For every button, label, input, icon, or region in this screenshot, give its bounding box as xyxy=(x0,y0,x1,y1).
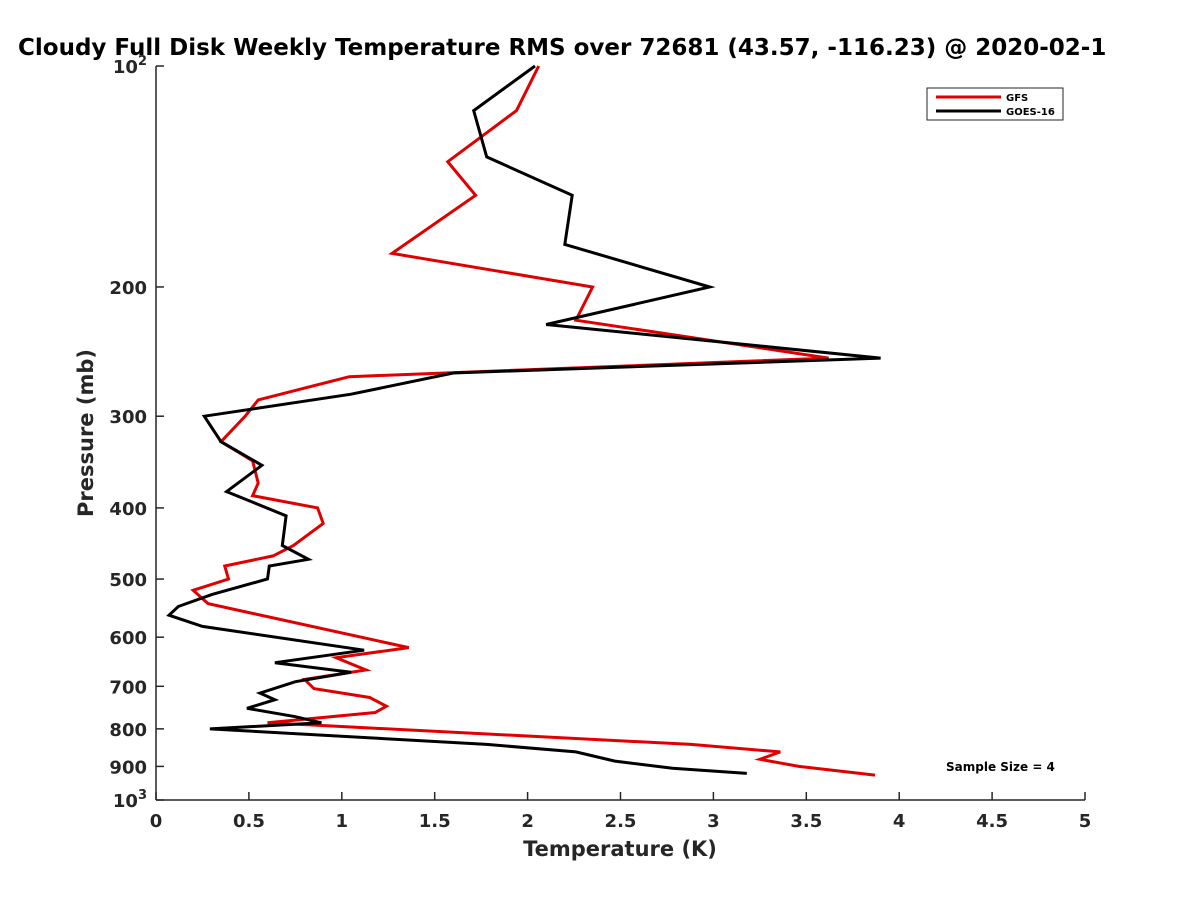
y-tick-label: 500 xyxy=(109,570,147,591)
chart-title: Cloudy Full Disk Weekly Temperature RMS … xyxy=(18,35,1106,61)
y-tick-label: 200 xyxy=(109,278,147,299)
series-line-gfs xyxy=(190,65,876,777)
y-tick-label: 400 xyxy=(109,499,147,520)
legend: GFS GOES-16 xyxy=(926,87,1064,121)
plot-area xyxy=(155,66,1085,801)
y-tick-exponent: 3 xyxy=(138,788,147,803)
y-tick-base: 10 xyxy=(113,57,138,78)
y-tick-label: 103 xyxy=(113,788,147,812)
y-tick-label: 900 xyxy=(109,757,147,778)
x-tick-label: 0.5 xyxy=(233,811,265,832)
y-tick-label: 102 xyxy=(113,54,147,78)
legend-label-goes-16: GOES-16 xyxy=(1006,107,1055,118)
y-tick-label: 800 xyxy=(109,720,147,741)
x-tick-label: 2.5 xyxy=(605,811,637,832)
y-axis-label: Pressure (mb) xyxy=(74,349,98,517)
y-tick-base: 10 xyxy=(113,791,138,812)
series-layer xyxy=(166,64,881,777)
x-tick-label: 3.5 xyxy=(790,811,822,832)
x-tick-label: 2 xyxy=(521,811,534,832)
x-axis-ticks: 0 0.5 1 1.5 2 2.5 3 3.5 4 4.5 5 xyxy=(150,792,1092,832)
x-tick-label: 0 xyxy=(150,811,163,832)
y-tick-label: 700 xyxy=(109,677,147,698)
y-tick-label: 300 xyxy=(109,407,147,428)
x-tick-label: 5 xyxy=(1079,811,1092,832)
y-tick-exponent: 2 xyxy=(138,54,147,69)
x-tick-label: 3 xyxy=(707,811,720,832)
y-tick-label: 600 xyxy=(109,628,147,649)
legend-box xyxy=(926,87,1064,121)
series-line-goes-16 xyxy=(166,64,881,775)
x-tick-label: 1 xyxy=(336,811,349,832)
x-axis-label: Temperature (K) xyxy=(523,837,717,861)
x-tick-label: 4 xyxy=(893,811,906,832)
sample-size-annotation: Sample Size = 4 xyxy=(946,760,1055,774)
x-tick-label: 1.5 xyxy=(419,811,451,832)
legend-label-gfs: GFS xyxy=(1006,93,1028,104)
x-tick-label: 4.5 xyxy=(976,811,1008,832)
